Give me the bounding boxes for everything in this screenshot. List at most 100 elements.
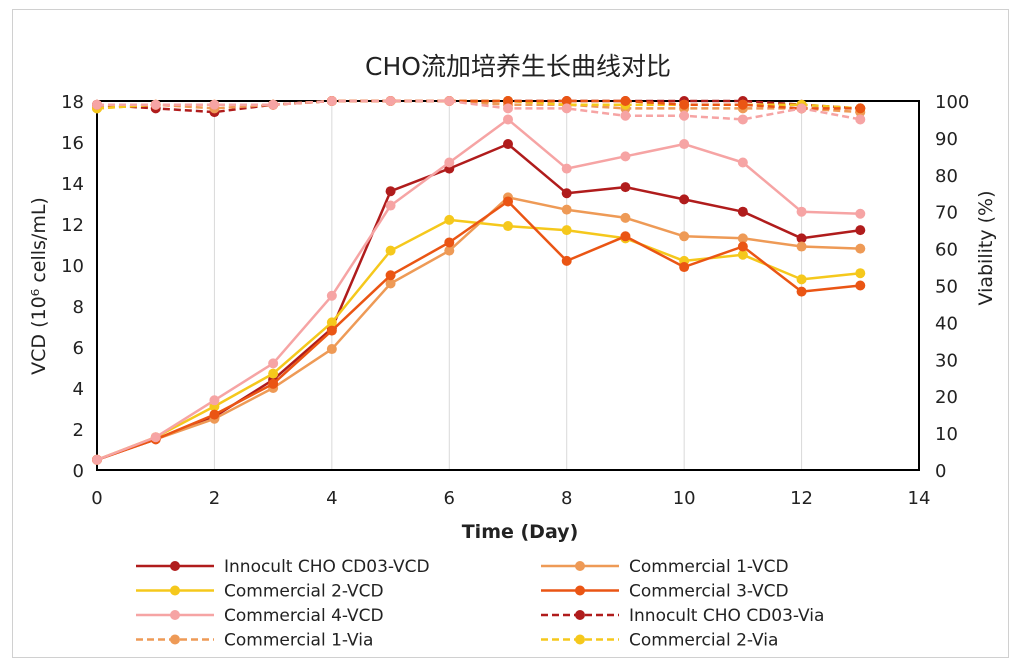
data-point xyxy=(92,99,102,110)
chart-title: CHO流加培养生长曲线对比 xyxy=(365,52,671,81)
y-left-tick-label: 2 xyxy=(73,420,84,441)
data-point xyxy=(796,103,807,114)
series-line xyxy=(96,200,861,461)
x-tick-label: 14 xyxy=(908,488,931,509)
y-right-tick-label: 50 xyxy=(935,277,958,298)
legend-label: Commercial 1-VCD xyxy=(629,557,789,577)
x-tick-label: 2 xyxy=(209,488,220,509)
data-point xyxy=(503,196,513,207)
y-right-tick-label: 80 xyxy=(935,166,958,187)
y-left-tick-labels: 0 2 4 6 8 10 12 14 16 18 xyxy=(61,92,84,482)
data-point xyxy=(679,262,690,273)
grid-lines xyxy=(213,101,803,470)
series-5 xyxy=(92,96,866,118)
y-left-tick-label: 18 xyxy=(61,92,84,113)
x-tick-label: 12 xyxy=(790,488,813,509)
data-point xyxy=(268,358,279,369)
series-line xyxy=(96,99,861,114)
data-point xyxy=(679,139,690,150)
series-line xyxy=(96,99,861,114)
legend-item: Commercial 4-VCD xyxy=(136,606,384,626)
data-point xyxy=(561,225,572,236)
data-point xyxy=(503,96,513,106)
x-tick-label: 6 xyxy=(444,488,455,509)
y-right-tick-label: 90 xyxy=(935,129,958,150)
y-left-axis-label: VCD (10⁶ cells/mL) xyxy=(28,197,50,375)
series-line xyxy=(96,118,861,461)
y-left-tick-label: 0 xyxy=(73,461,84,482)
legend-swatch-marker xyxy=(575,610,585,620)
x-axis-label: Time (Day) xyxy=(462,521,579,543)
data-point xyxy=(796,233,807,244)
y-right-tick-label: 60 xyxy=(935,240,958,261)
legend-swatch-marker xyxy=(170,634,180,645)
y-left-tick-label: 8 xyxy=(73,297,84,318)
legend-swatch-marker xyxy=(170,561,180,571)
data-point xyxy=(737,99,748,110)
data-point xyxy=(855,114,866,125)
data-point xyxy=(385,200,396,211)
data-point xyxy=(268,378,279,389)
data-point xyxy=(561,188,572,199)
series-6 xyxy=(92,96,866,118)
legend-item: Commercial 1-VCD xyxy=(541,557,789,577)
data-point xyxy=(150,432,161,443)
data-point xyxy=(796,206,807,217)
data-point xyxy=(326,96,337,106)
data-point xyxy=(444,157,455,168)
y-right-tick-label: 20 xyxy=(935,387,958,408)
data-point xyxy=(444,237,455,248)
data-point xyxy=(679,99,690,110)
data-point xyxy=(855,103,866,114)
data-point xyxy=(326,325,337,336)
data-point xyxy=(268,99,279,110)
data-point xyxy=(326,290,337,301)
data-point xyxy=(444,214,455,225)
x-tick-label: 4 xyxy=(326,488,337,509)
data-point xyxy=(737,206,748,217)
legend-label: Innocult CHO CD03-VCD xyxy=(224,557,430,577)
y-right-tick-label: 70 xyxy=(935,203,958,224)
data-point xyxy=(855,208,866,219)
legend-swatch-marker xyxy=(170,585,180,596)
data-point xyxy=(444,245,455,256)
data-point xyxy=(796,241,807,252)
data-point xyxy=(385,278,396,289)
data-point xyxy=(620,182,631,193)
legend-label: Innocult CHO CD03-Via xyxy=(629,606,824,626)
x-tick-label: 10 xyxy=(673,488,696,509)
y-right-tick-label: 30 xyxy=(935,350,958,371)
data-point xyxy=(855,225,866,236)
x-tick-labels: 0 2 4 6 8 10 12 14 xyxy=(91,488,930,509)
data-point xyxy=(620,96,631,106)
data-point xyxy=(855,243,866,254)
data-point xyxy=(620,231,631,242)
legend-item: Commercial 3-VCD xyxy=(541,582,789,602)
legend-label: Commercial 3-VCD xyxy=(629,582,789,602)
data-point xyxy=(268,368,279,379)
series-line xyxy=(97,99,861,121)
data-point xyxy=(796,286,807,297)
y-left-tick-label: 4 xyxy=(73,379,84,400)
data-point xyxy=(737,114,748,125)
data-point xyxy=(561,255,572,266)
legend: Innocult CHO CD03-VCD Commercial 1-VCD Com… xyxy=(136,557,824,651)
data-point xyxy=(209,409,220,420)
data-point xyxy=(620,212,631,223)
data-point xyxy=(92,454,102,465)
data-point xyxy=(209,395,220,406)
data-point xyxy=(561,103,572,114)
data-point xyxy=(737,249,748,260)
data-point xyxy=(855,280,866,291)
legend-label: Commercial 4-VCD xyxy=(224,606,384,626)
legend-item: Innocult CHO CD03-Via xyxy=(541,606,824,626)
legend-swatch-marker xyxy=(575,634,585,645)
y-right-tick-label: 40 xyxy=(935,313,958,334)
series-0 xyxy=(92,139,866,465)
legend-item: Commercial 2-Via xyxy=(541,631,778,651)
legend-item: Innocult CHO CD03-VCD xyxy=(136,557,430,577)
data-point xyxy=(326,344,337,355)
data-point xyxy=(385,96,396,106)
y-right-tick-label: 100 xyxy=(935,92,969,113)
